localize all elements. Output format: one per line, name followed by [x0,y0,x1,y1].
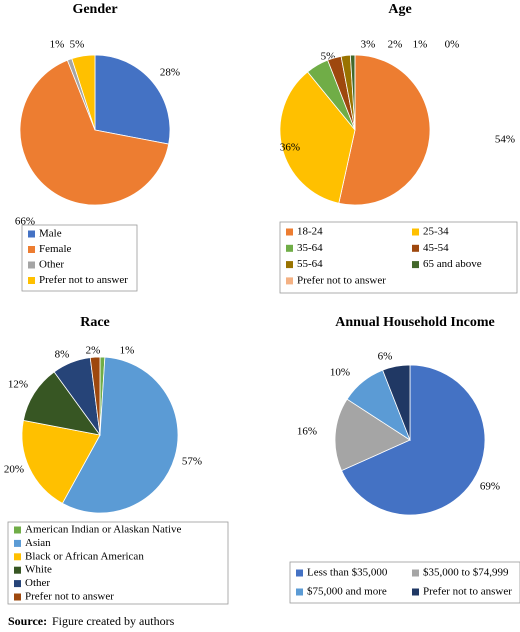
legend-swatch [286,228,293,236]
legend-swatch [14,580,21,588]
data-label: 66% [15,216,35,228]
data-label: 36% [280,142,300,154]
legend-swatch [286,244,293,252]
legend-swatch [296,569,303,577]
legend-swatch [412,244,419,252]
pie-slice [334,398,411,472]
pie-slice [94,54,171,145]
data-label: 1% [120,345,135,357]
legend-swatch [412,261,419,269]
legend-swatch [296,588,303,596]
source-text: Figure created by authors [52,614,175,628]
legend-swatch [28,277,35,284]
legend-label: Prefer not to answer [423,586,512,598]
data-label: 2% [86,345,101,357]
data-label: 0% [445,39,460,51]
pie-slice [61,356,179,514]
data-label: 12% [8,379,28,391]
legend-label: Other [25,577,50,589]
pie-slice [382,364,411,441]
legend-box [289,561,520,604]
data-label: 28% [160,67,180,79]
legend-label: Less than $35,000 [307,567,388,579]
data-label: 20% [4,464,24,476]
legend-label: Female [39,243,71,255]
legend-swatch [28,230,35,238]
legend-label: Prefer not to answer [25,591,114,603]
pie-slice [19,59,170,206]
pie-slice [340,364,486,516]
legend-swatch [28,246,35,253]
data-label: 3% [361,39,376,51]
pie-slice [89,356,101,436]
legend-swatch [14,593,21,601]
legend-swatch [14,526,21,534]
legend-label: Other [39,259,64,271]
pie-slice [21,419,101,504]
legend-label: 25-34 [423,226,449,238]
data-label: 54% [495,134,515,146]
legend-swatch [28,261,35,269]
legend-box [21,224,138,292]
legend-label: 55-64 [297,258,323,270]
legend-label: Asian [25,537,51,549]
legend-label: Prefer not to answer [39,274,128,286]
legend-label: 45-54 [423,242,449,254]
data-label: 6% [378,351,393,363]
data-label: 1% [413,39,428,51]
chart-title: Gender [72,2,117,17]
legend-swatch [14,539,21,547]
data-label: 16% [297,426,317,438]
legend-swatch [412,588,419,596]
legend-label: $75,000 and more [307,586,387,598]
legend-label: White [25,564,52,576]
data-label: 10% [330,367,350,379]
legend-swatch [286,261,293,269]
legend-label: 35-64 [297,242,323,254]
pie-slice [338,54,431,206]
legend-label: 65 and above [423,258,482,270]
data-label: 1% [50,39,65,51]
data-label: 2% [388,39,403,51]
data-label: 8% [55,349,70,361]
legend-swatch [286,277,293,285]
pie-slice [279,71,356,204]
legend-label: 18-24 [297,226,323,238]
legend-label: Male [39,228,62,240]
data-label: 5% [70,39,85,51]
legend-box [7,521,229,605]
legend-label: American Indian or Alaskan Native [25,524,182,536]
legend-swatch [14,553,21,561]
chart-title: Annual Household Income [335,315,494,330]
legend-swatch [412,228,419,236]
legend-swatch [14,566,21,574]
legend-label: $35,000 to $74,999 [423,567,509,579]
source-label: Source: [8,614,47,628]
data-label: 57% [182,456,202,468]
legend-swatch [412,569,419,577]
chart-title: Race [80,315,110,330]
pie-slice [71,54,96,131]
legend-label: Black or African American [25,550,144,562]
chart-title: Age [388,2,411,17]
data-label: 69% [480,481,500,493]
legend-box [279,221,518,294]
legend-label: Prefer not to answer [297,274,386,286]
